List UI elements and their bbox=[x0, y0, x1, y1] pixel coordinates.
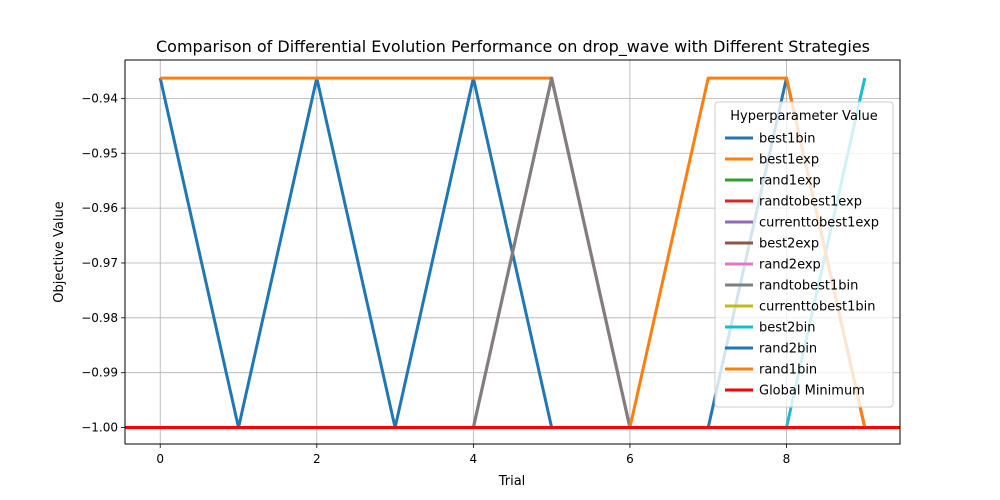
y-tick-label: −0.94 bbox=[81, 91, 118, 105]
y-tick-label: −0.97 bbox=[81, 256, 118, 270]
y-tick-label: −0.98 bbox=[81, 311, 118, 325]
legend-label: Global Minimum bbox=[759, 384, 865, 399]
x-tick-label: 4 bbox=[470, 452, 478, 466]
x-tick-label: 2 bbox=[313, 452, 321, 466]
legend-box bbox=[714, 101, 894, 408]
legend: Hyperparameter Value best1bin best1exp rand… bbox=[714, 101, 894, 408]
x-axis-label: Trial bbox=[498, 474, 526, 489]
legend-label: rand1exp bbox=[759, 174, 821, 189]
x-tick-label: 8 bbox=[783, 452, 791, 466]
plot-area bbox=[125, 76, 900, 430]
y-tick-label: −0.99 bbox=[81, 366, 118, 380]
legend-label: currenttobest1exp bbox=[759, 216, 879, 231]
legend-label: best1exp bbox=[759, 153, 819, 168]
x-tick-label: 6 bbox=[626, 452, 634, 466]
y-tick-label: −0.95 bbox=[81, 146, 118, 160]
legend-label: randtobest1exp bbox=[759, 195, 862, 210]
legend-label: best2exp bbox=[759, 237, 819, 252]
x-axis: 0 2 4 6 8 bbox=[156, 444, 790, 466]
legend-label: rand2bin bbox=[759, 342, 817, 357]
legend-label: rand1bin bbox=[759, 363, 817, 378]
y-tick-label: −1.00 bbox=[81, 421, 118, 435]
y-tick-label: −0.96 bbox=[81, 201, 118, 215]
legend-title: Hyperparameter Value bbox=[730, 109, 878, 124]
legend-label: best1bin bbox=[759, 132, 816, 147]
y-axis-label: Objective Value bbox=[52, 201, 67, 302]
legend-label: randtobest1bin bbox=[759, 279, 858, 294]
y-axis: −1.00 −0.99 −0.98 −0.97 −0.96 −0.95 −0.94 bbox=[81, 91, 125, 435]
legend-label: currenttobest1bin bbox=[759, 300, 875, 315]
legend-label: rand2exp bbox=[759, 258, 821, 273]
axes-frame bbox=[124, 59, 901, 445]
legend-label: best2bin bbox=[759, 321, 816, 336]
chart-title: Comparison of Differential Evolution Per… bbox=[156, 37, 870, 57]
x-tick-label: 0 bbox=[156, 452, 164, 466]
